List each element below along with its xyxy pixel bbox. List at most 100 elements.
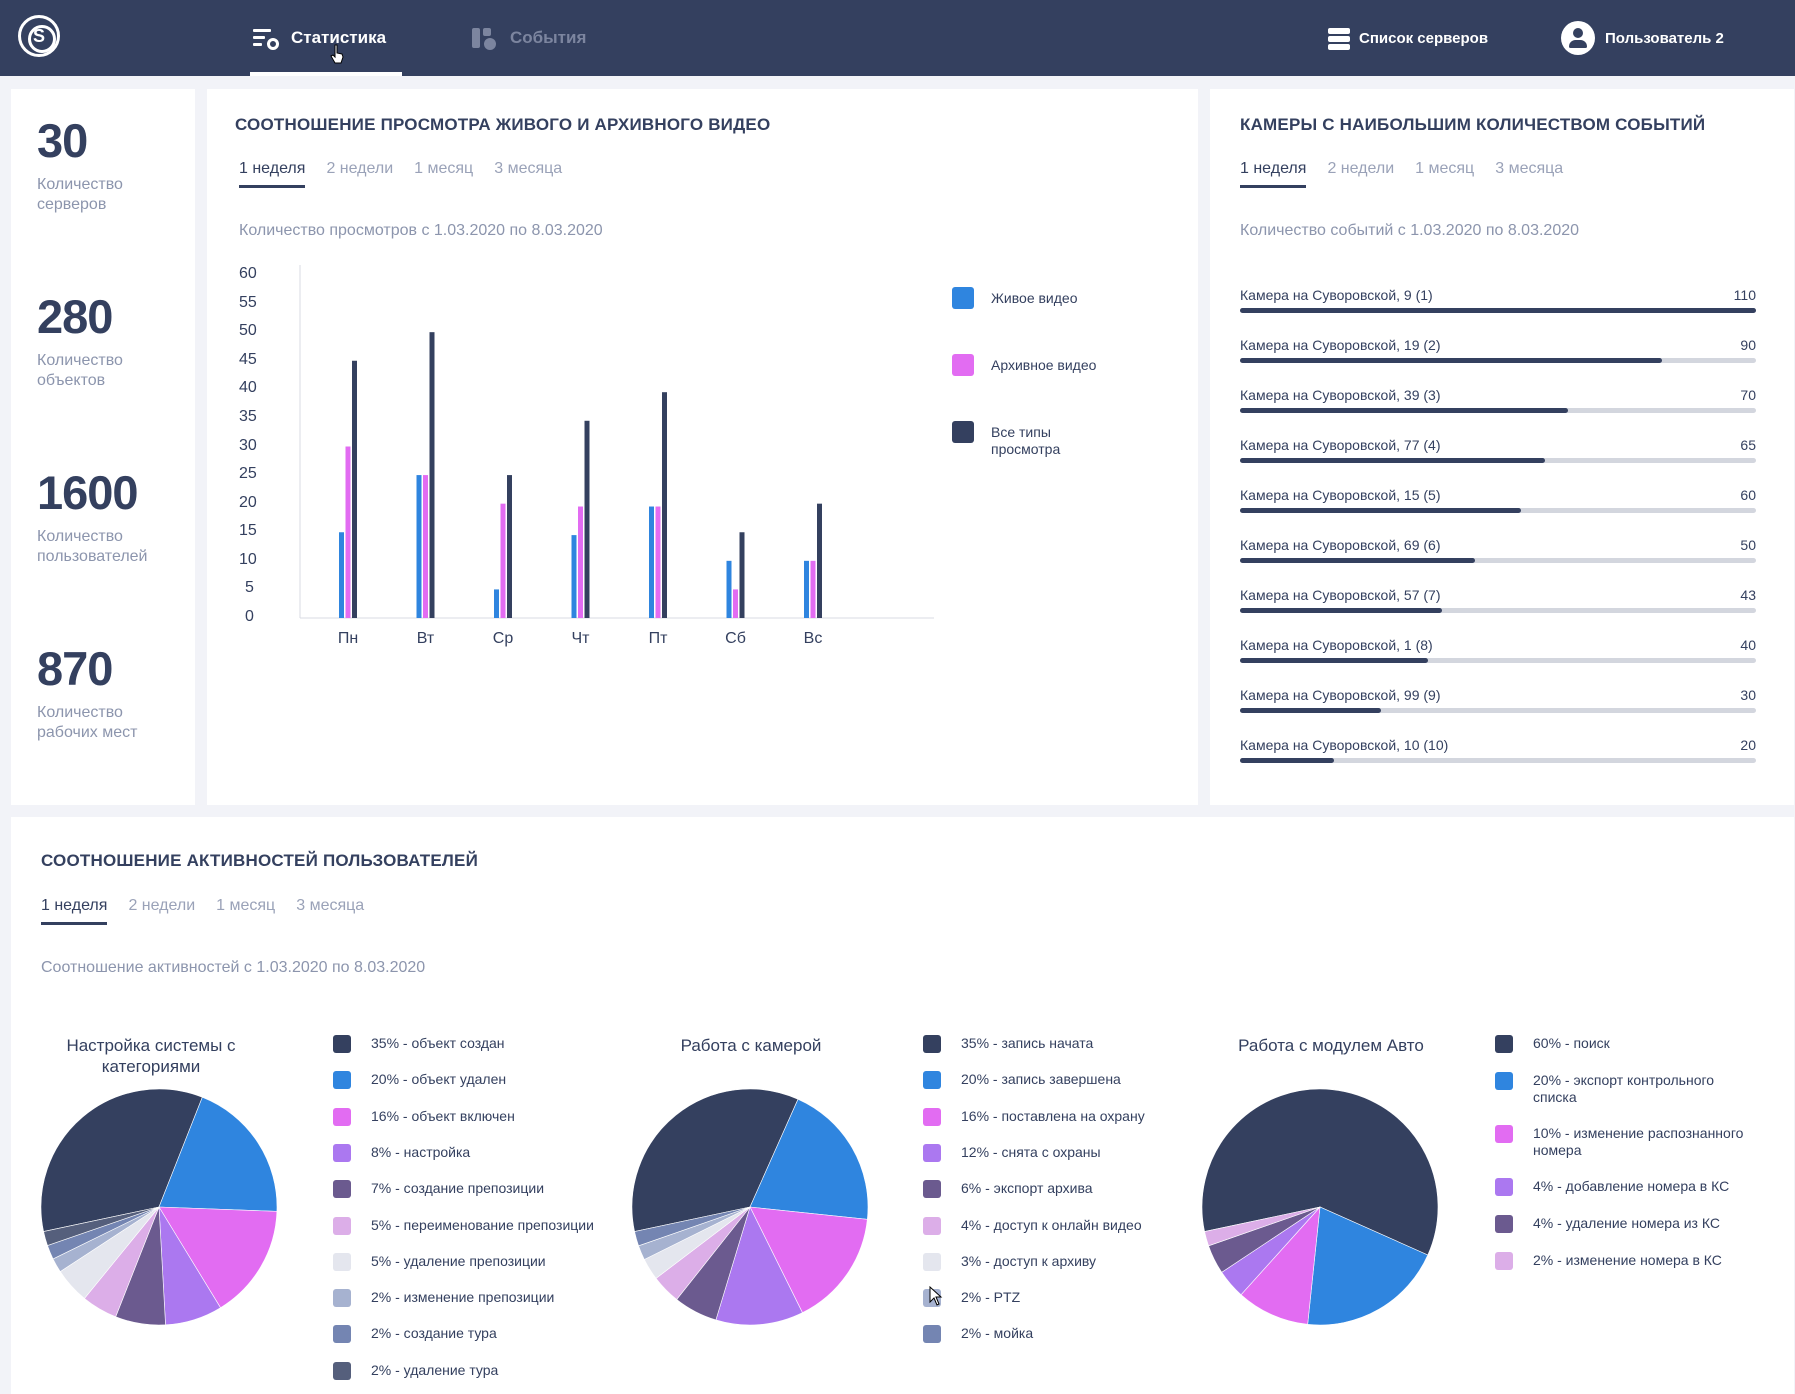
- camera-row[interactable]: Камера на Суворовской, 10 (10) 20: [1240, 737, 1756, 767]
- legend-archive-video: Архивное видео: [952, 354, 1096, 376]
- x-tick-label: Пн: [337, 630, 359, 647]
- pie-legend-item: 35% - объект создан: [333, 1035, 623, 1053]
- camera-progress-fill: [1240, 358, 1663, 363]
- camera-row[interactable]: Камера на Суворовской, 9 (1) 110: [1240, 287, 1756, 317]
- servers-count-label: Количество серверов: [37, 176, 123, 213]
- legend-swatch: [333, 1180, 351, 1199]
- legend-label: 7% - создание препозиции: [371, 1180, 545, 1197]
- legend-swatch: [923, 1071, 941, 1090]
- camera-row[interactable]: Камера на Суворовской, 19 (2) 90: [1240, 337, 1756, 367]
- users-count: 1600: [37, 466, 139, 519]
- bar-all-4[interactable]: [662, 392, 667, 618]
- x-tick-label: Вт: [416, 630, 435, 647]
- bar-live-0[interactable]: [339, 532, 344, 618]
- bar-live-2[interactable]: [494, 589, 499, 618]
- bar-archive-6[interactable]: [810, 560, 816, 618]
- camera-event-count: 30: [1740, 687, 1756, 703]
- video-bar-chart: [299, 265, 934, 619]
- pie-chart-system-setup: [40, 1088, 278, 1326]
- legend-swatch: [333, 1289, 351, 1308]
- period-tab-1-month[interactable]: 1 месяц: [216, 897, 276, 914]
- legend-label: 16% - объект включен: [371, 1107, 515, 1124]
- period-tab-3-months[interactable]: 3 месяца: [296, 897, 365, 914]
- x-tick-label: Чт: [571, 630, 590, 647]
- bar-all-6[interactable]: [817, 503, 822, 618]
- y-tick-label: 35: [239, 407, 257, 425]
- bar-all-1[interactable]: [429, 332, 435, 618]
- period-tab-1-month[interactable]: 1 месяц: [1415, 160, 1475, 177]
- pie-slice[interactable]: [1240, 1206, 1321, 1325]
- bar-archive-1[interactable]: [423, 475, 428, 618]
- legend-swatch: [923, 1035, 941, 1053]
- bar-all-5[interactable]: [739, 532, 745, 618]
- pie-slice[interactable]: [158, 1206, 278, 1309]
- servers-list-button[interactable]: Список серверов: [1328, 0, 1488, 76]
- legend-archive-label: Архивное видео: [991, 357, 1097, 373]
- camera-row[interactable]: Камера на Суворовской, 1 (8) 40: [1240, 637, 1756, 667]
- app-logo[interactable]: S: [18, 15, 60, 57]
- camera-progress-fill: [1240, 758, 1334, 763]
- period-tab-3-months[interactable]: 3 месяца: [494, 160, 563, 177]
- pie-legend-item: 16% - поставлена на охрану: [923, 1107, 1213, 1126]
- x-tick-label: Пт: [648, 630, 668, 647]
- camera-row[interactable]: Камера на Суворовской, 57 (7) 43: [1240, 587, 1756, 617]
- servers-count: 30: [37, 114, 88, 167]
- period-tab-2-weeks[interactable]: 2 недели: [1327, 160, 1395, 177]
- pie-slice[interactable]: [749, 1206, 868, 1314]
- y-tick-label: 20: [239, 493, 257, 511]
- pie-slice[interactable]: [40, 1088, 203, 1232]
- bar-live-4[interactable]: [649, 506, 654, 618]
- bar-live-5[interactable]: [726, 560, 732, 618]
- pie-legend-item: 20% - запись завершена: [923, 1071, 1213, 1090]
- bar-live-6[interactable]: [804, 560, 809, 618]
- pie-legend-item: 6% - экспорт архива: [923, 1180, 1213, 1199]
- camera-row[interactable]: Камера на Суворовской, 15 (5) 60: [1240, 487, 1756, 517]
- period-tab-2-weeks[interactable]: 2 недели: [128, 897, 196, 914]
- pie-slice[interactable]: [43, 1206, 160, 1246]
- bar-all-3[interactable]: [584, 420, 590, 618]
- pie-slice[interactable]: [1307, 1206, 1429, 1326]
- activity-range-text: Соотношение активностей с 1.03.2020 по 8…: [41, 959, 426, 976]
- camera-name: Камера на Суворовской, 19 (2): [1240, 337, 1441, 353]
- legend-label: 35% - запись начата: [961, 1035, 1094, 1051]
- pie-slice[interactable]: [715, 1206, 803, 1326]
- pie-slice[interactable]: [634, 1206, 751, 1247]
- camera-name: Камера на Суворовской, 57 (7): [1240, 587, 1441, 603]
- pie-slice[interactable]: [631, 1088, 799, 1232]
- bar-all-0[interactable]: [352, 360, 357, 618]
- legend-swatch: [333, 1143, 351, 1162]
- bar-archive-4[interactable]: [655, 506, 661, 618]
- legend-label: 3% - доступ к архиву: [961, 1252, 1097, 1269]
- bar-live-3[interactable]: [571, 535, 577, 618]
- period-tab-1-week[interactable]: 1 неделя: [239, 160, 306, 188]
- bar-archive-3[interactable]: [578, 506, 583, 618]
- bar-archive-5[interactable]: [733, 589, 738, 618]
- camera-row[interactable]: Камера на Суворовской, 69 (6) 50: [1240, 537, 1756, 567]
- user-menu[interactable]: Пользователь 2: [1561, 0, 1724, 76]
- tab-statistics[interactable]: Статистика: [250, 0, 402, 76]
- legend-label: 2% - удаление тура: [371, 1361, 499, 1378]
- legend-swatch: [1495, 1125, 1513, 1143]
- bar-archive-2[interactable]: [500, 503, 506, 618]
- tab-events[interactable]: События: [472, 0, 586, 76]
- pie-slice[interactable]: [749, 1098, 869, 1220]
- bar-archive-0[interactable]: [345, 446, 351, 619]
- pie-legend-item: 20% - экспорт контрольного списка: [1495, 1072, 1745, 1106]
- period-tab-3-months[interactable]: 3 месяца: [1495, 160, 1564, 177]
- y-tick-label: 40: [239, 379, 257, 397]
- period-tab-1-month[interactable]: 1 месяц: [414, 160, 474, 177]
- bar-live-1[interactable]: [416, 475, 422, 618]
- pie-slice[interactable]: [1204, 1206, 1321, 1247]
- pie-slice[interactable]: [1201, 1088, 1439, 1256]
- pie-slice[interactable]: [158, 1096, 278, 1212]
- camera-progress-fill: [1240, 458, 1545, 463]
- camera-row[interactable]: Камера на Суворовской, 39 (3) 70: [1240, 387, 1756, 417]
- legend-all-types: Все типы просмотра: [952, 421, 1081, 458]
- camera-row[interactable]: Камера на Суворовской, 99 (9) 30: [1240, 687, 1756, 717]
- bar-all-2[interactable]: [507, 475, 512, 618]
- legend-swatch: [333, 1361, 351, 1380]
- period-tab-1-week[interactable]: 1 неделя: [1240, 160, 1307, 188]
- period-tab-2-weeks[interactable]: 2 недели: [326, 160, 394, 177]
- period-tab-1-week[interactable]: 1 неделя: [41, 897, 108, 925]
- camera-row[interactable]: Камера на Суворовской, 77 (4) 65: [1240, 437, 1756, 467]
